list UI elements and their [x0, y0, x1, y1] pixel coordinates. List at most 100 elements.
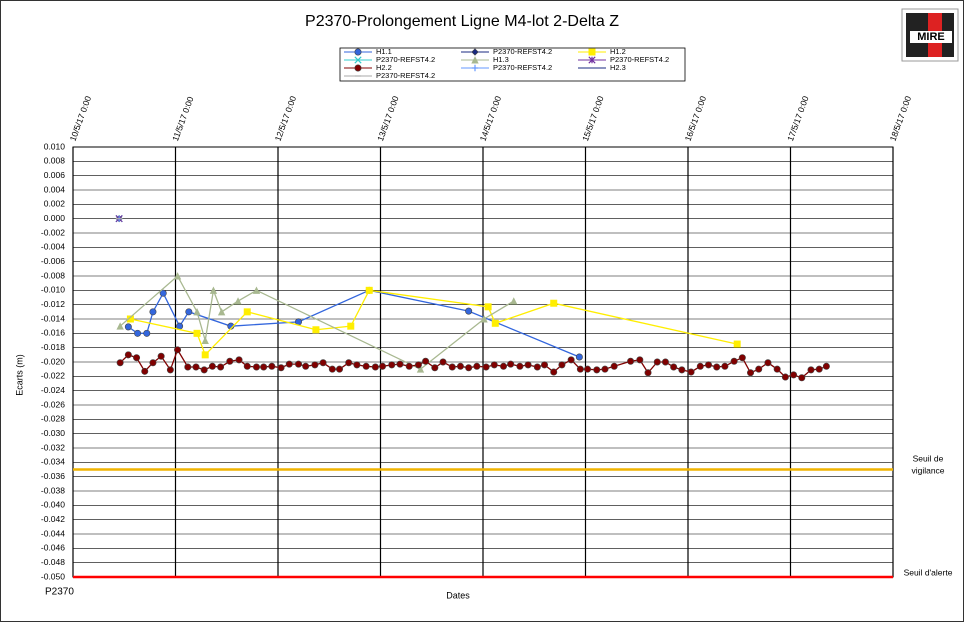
point: [226, 357, 234, 365]
y-tick-label: -0.022: [41, 371, 65, 381]
point: [764, 359, 772, 367]
point: [730, 357, 738, 365]
point: [192, 363, 200, 371]
point: [704, 361, 712, 369]
point: [670, 363, 678, 371]
point: [738, 354, 746, 362]
point: [166, 366, 174, 374]
point: [157, 352, 165, 360]
point: [471, 64, 479, 72]
point: [721, 362, 729, 370]
point: [588, 56, 596, 64]
point: [510, 297, 518, 305]
point: [388, 361, 396, 369]
point: [200, 366, 208, 374]
footer-label: P2370: [45, 587, 74, 598]
point: [201, 336, 209, 344]
point: [184, 363, 192, 371]
point: [661, 358, 669, 366]
y-tick-label: -0.044: [41, 528, 65, 538]
point: [365, 286, 373, 294]
y-tick-label: 0.008: [44, 156, 66, 166]
point: [217, 363, 225, 371]
threshold-label: Seuil d'alerte: [904, 567, 953, 577]
y-tick-label: -0.036: [41, 471, 65, 481]
point: [448, 363, 456, 371]
point: [567, 356, 575, 364]
point: [328, 365, 336, 373]
point: [294, 360, 302, 368]
y-tick-label: 0.000: [44, 213, 66, 223]
point: [713, 363, 721, 371]
point: [149, 308, 157, 316]
point: [696, 362, 704, 370]
point: [491, 319, 499, 327]
point: [277, 364, 285, 372]
point: [687, 368, 695, 376]
y-tick-label: -0.024: [41, 385, 65, 395]
point: [790, 371, 798, 379]
legend-label: H1.1: [376, 47, 392, 56]
point: [319, 359, 327, 367]
point: [268, 362, 276, 370]
point: [302, 362, 310, 370]
point: [243, 308, 251, 316]
point: [414, 361, 422, 369]
point: [243, 362, 251, 370]
y-tick-label: -0.046: [41, 543, 65, 553]
point: [798, 374, 806, 382]
point: [311, 361, 319, 369]
y-tick-label: -0.004: [41, 242, 65, 252]
point: [141, 367, 149, 375]
point: [480, 315, 488, 323]
point: [379, 362, 387, 370]
point: [116, 322, 124, 330]
point: [416, 365, 425, 373]
point: [781, 373, 789, 381]
point: [465, 364, 473, 372]
point: [345, 359, 353, 367]
point: [533, 363, 541, 371]
point: [252, 363, 260, 371]
point: [193, 307, 201, 316]
point: [644, 369, 652, 377]
legend-label: H1.3: [493, 55, 509, 64]
point: [507, 360, 515, 368]
y-tick-label: -0.018: [41, 342, 65, 352]
point: [755, 365, 763, 373]
legend-label: H2.3: [610, 63, 626, 72]
point: [733, 340, 741, 348]
point: [285, 360, 293, 368]
y-tick-label: -0.008: [41, 270, 65, 280]
point: [159, 289, 167, 297]
point: [558, 361, 566, 369]
point: [193, 329, 201, 337]
point: [678, 366, 686, 374]
point: [747, 369, 755, 377]
y-tick-label: -0.006: [41, 256, 65, 266]
point: [575, 353, 583, 361]
x-axis-label: Dates: [446, 590, 470, 600]
y-tick-label: -0.050: [41, 571, 65, 581]
point: [149, 359, 157, 367]
legend-label: H2.2: [376, 63, 392, 72]
point: [260, 363, 268, 371]
point: [540, 361, 548, 369]
point: [217, 307, 226, 316]
logo: MIRE: [901, 8, 959, 62]
point: [588, 48, 596, 56]
point: [471, 48, 479, 56]
y-tick-label: -0.038: [41, 485, 65, 495]
point: [484, 303, 492, 311]
point: [353, 361, 361, 369]
point: [807, 366, 815, 374]
point: [482, 363, 490, 371]
point: [252, 286, 261, 294]
y-tick-label: 0.004: [44, 184, 66, 194]
y-tick-label: 0.010: [44, 141, 66, 151]
point: [439, 358, 447, 366]
y-tick-label: -0.002: [41, 227, 65, 237]
point: [335, 365, 343, 373]
point: [396, 360, 404, 368]
